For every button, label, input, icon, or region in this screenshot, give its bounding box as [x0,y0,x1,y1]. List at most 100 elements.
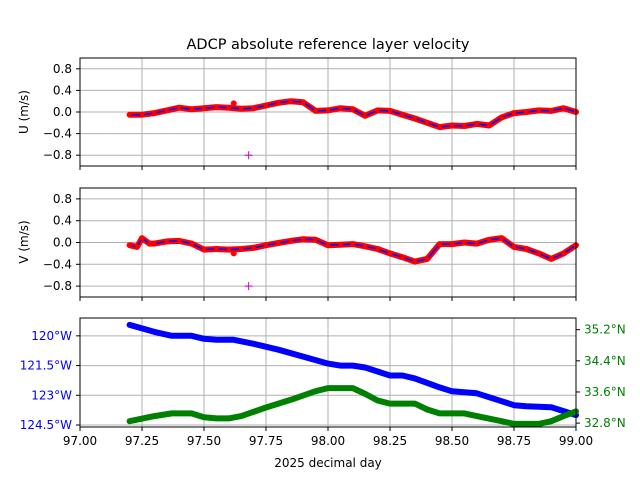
velocity-point [449,241,455,247]
velocity-point [288,99,293,104]
chart-title: ADCP absolute reference layer velocity [186,37,469,53]
velocity-outlier-point [230,250,237,257]
x-tick-label: 97.00 [63,434,97,448]
velocity-point [276,100,281,106]
velocity-point [134,244,140,250]
velocity-point [226,105,231,110]
longitude-y-ticks: 120°W 121.5°W 123°W 124.5°W [20,329,80,432]
velocity-point [288,238,293,244]
velocity-point [425,256,430,262]
latitude-tick-label: 32.8°N [584,416,626,430]
velocity-point [127,243,132,248]
velocity-point [511,244,517,250]
velocity-point [251,245,256,251]
velocity-point [536,251,541,256]
velocity-point [325,243,331,248]
velocity-point [375,108,380,113]
v-series [126,235,579,291]
velocity-point [425,120,430,126]
x-tick-label: 98.00 [311,434,345,448]
velocity-point [437,241,442,247]
velocity-point [561,251,566,256]
velocity-point [387,108,393,114]
velocity-point [239,106,244,111]
velocity-point [147,241,152,246]
latitude-tick-label: 33.6°N [584,385,626,399]
velocity-point [177,105,182,110]
x-axis-label: 2025 decimal day [274,456,382,470]
y-tick-label: 0.0 [53,236,72,250]
velocity-point [449,123,455,128]
y-tick-label: 0.8 [53,192,72,206]
velocity-point [363,244,368,249]
velocity-smoothed-line [129,100,577,128]
velocity-point [437,124,442,130]
u-x-ticks [79,166,577,170]
velocity-point [164,108,169,113]
longitude-tick-label: 124.5°W [20,418,72,432]
velocity-point [164,239,169,244]
velocity-point [400,255,405,260]
latitude-tick-label: 34.4°N [584,354,626,368]
velocity-point [474,121,479,127]
velocity-point [375,246,380,252]
x-tick-label: 97.50 [187,434,221,448]
longitude-tick-label: 123°W [31,388,72,402]
velocity-point [363,113,368,118]
x-tick-label: 98.25 [373,434,407,448]
velocity-point [189,241,194,246]
v-x-ticks [79,297,577,301]
velocity-point [499,115,504,120]
y-tick-label: −0.8 [43,279,72,293]
y-tick-label: 0.4 [53,83,72,97]
velocity-point [263,103,269,108]
velocity-point [462,240,467,245]
latitude-line [126,385,579,427]
velocity-point [214,104,219,110]
velocity-point [524,109,529,115]
y-tick-label: −0.8 [43,148,72,162]
velocity-point [214,246,219,252]
velocity-point [301,100,306,105]
velocity-point [412,259,417,264]
velocity-point [487,237,492,242]
y-tick-label: −0.4 [43,257,72,271]
velocity-point [412,116,417,121]
velocity-point [325,108,331,113]
v-velocity-panel: 0.8 0.4 0.0 −0.4 −0.8 V (m/s) [17,187,579,301]
velocity-point [251,106,256,111]
velocity-point [139,112,145,117]
u-y-axis-label: U (m/s) [17,90,31,134]
velocity-point [350,107,355,112]
velocity-outlier-point [230,100,237,107]
u-velocity-panel: 0.8 0.4 0.0 −0.4 −0.8 U (m/s) [17,57,579,170]
x-tick-label: 98.50 [435,434,469,448]
velocity-point [338,106,343,111]
velocity-raw-line [126,235,579,265]
position-panel: 120°W 121.5°W 123°W 124.5°W 35.2°N 34.4°N 33.… [20,317,626,470]
velocity-point [189,107,194,112]
velocity-point [239,246,244,252]
v-y-ticks: 0.8 0.4 0.0 −0.4 −0.8 [43,192,80,293]
velocity-point [387,251,393,256]
velocity-point [152,110,157,116]
velocity-point [127,112,132,117]
x-tick-label: 97.75 [249,434,283,448]
y-tick-label: −0.4 [43,127,72,141]
velocity-point [139,235,145,241]
longitude-tick-label: 120°W [31,329,72,343]
position-x-ticks: 97.00 97.25 97.50 97.75 98.00 98.25 98.50 98.75… [63,427,593,448]
velocity-point [487,123,492,128]
v-y-axis-label: V (m/s) [17,220,31,263]
velocity-point [549,256,554,262]
x-tick-label: 97.25 [125,434,159,448]
velocity-point [350,241,355,247]
latitude-tick-label: 35.2°N [584,323,626,337]
velocity-point [511,110,517,116]
velocity-point [400,112,405,117]
velocity-point [177,238,182,244]
velocity-point [338,242,343,247]
velocity-point [226,247,231,252]
